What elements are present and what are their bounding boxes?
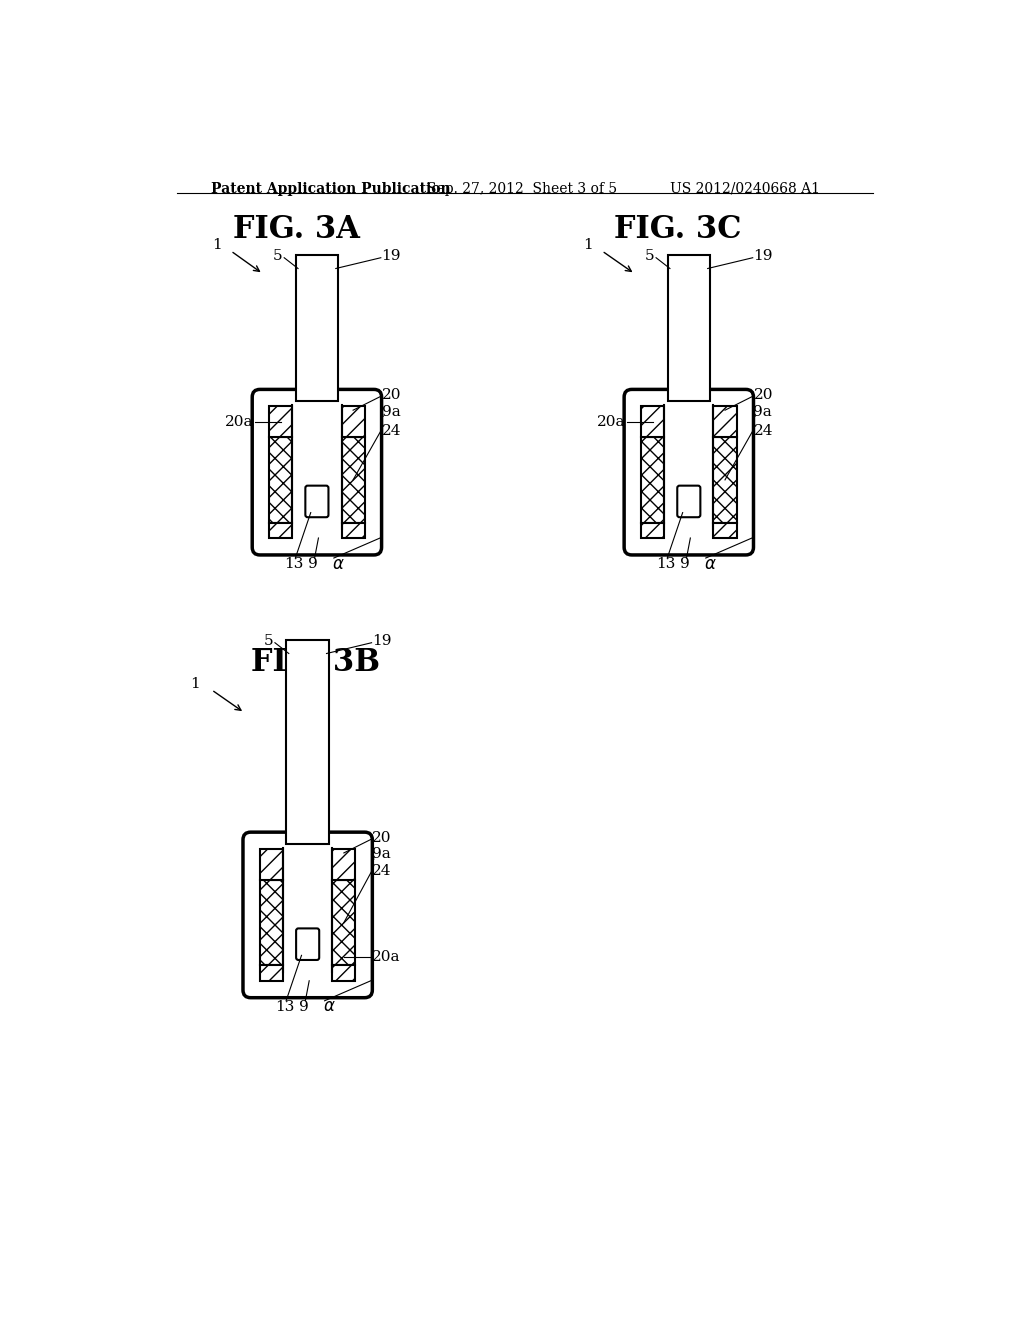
Text: FIG. 3A: FIG. 3A: [232, 214, 359, 244]
FancyBboxPatch shape: [677, 486, 700, 517]
Text: 5: 5: [264, 634, 273, 648]
Text: 20: 20: [754, 388, 773, 401]
Text: 9a: 9a: [754, 405, 772, 418]
Text: 1: 1: [190, 677, 200, 690]
Bar: [641, 437, 665, 523]
Text: 19: 19: [373, 634, 392, 648]
Bar: [714, 523, 736, 539]
Bar: [287, 640, 329, 843]
Text: 1: 1: [212, 238, 221, 252]
Bar: [714, 437, 736, 523]
Text: 9: 9: [308, 557, 317, 572]
Bar: [269, 437, 292, 523]
Text: 13: 13: [274, 1001, 294, 1014]
Text: 9a: 9a: [382, 405, 400, 418]
Bar: [714, 407, 736, 437]
Bar: [641, 407, 665, 437]
Text: 19: 19: [754, 249, 773, 263]
Bar: [269, 407, 292, 437]
Bar: [342, 523, 365, 539]
Text: 5: 5: [273, 249, 283, 263]
Bar: [333, 965, 355, 981]
Text: 19: 19: [382, 249, 401, 263]
Text: 20a: 20a: [225, 414, 254, 429]
FancyBboxPatch shape: [243, 832, 373, 998]
Text: 1: 1: [583, 238, 593, 252]
Text: 20a: 20a: [597, 414, 626, 429]
Text: $\alpha$: $\alpha$: [323, 998, 336, 1015]
Text: 13: 13: [656, 557, 676, 572]
Text: FIG. 3B: FIG. 3B: [251, 647, 380, 678]
Text: $\alpha$: $\alpha$: [705, 556, 717, 573]
Bar: [342, 407, 365, 437]
Text: US 2012/0240668 A1: US 2012/0240668 A1: [670, 182, 819, 195]
Bar: [342, 437, 365, 523]
Text: FIG. 3C: FIG. 3C: [613, 214, 741, 244]
Text: 24: 24: [754, 424, 773, 438]
Text: $\alpha$: $\alpha$: [332, 556, 345, 573]
Text: Sep. 27, 2012  Sheet 3 of 5: Sep. 27, 2012 Sheet 3 of 5: [427, 182, 617, 195]
Bar: [641, 523, 665, 539]
Text: Patent Application Publication: Patent Application Publication: [211, 182, 451, 195]
Text: 9a: 9a: [373, 847, 391, 862]
Text: 24: 24: [382, 424, 401, 438]
Text: 24: 24: [373, 865, 392, 878]
Bar: [333, 849, 355, 880]
Text: 5: 5: [645, 249, 654, 263]
Text: 9: 9: [680, 557, 690, 572]
Bar: [668, 255, 710, 401]
Bar: [296, 255, 338, 401]
FancyBboxPatch shape: [252, 389, 382, 554]
Text: 9: 9: [299, 1001, 308, 1014]
Text: 13: 13: [284, 557, 303, 572]
Bar: [269, 523, 292, 539]
Bar: [333, 880, 355, 965]
Text: 20: 20: [373, 830, 392, 845]
Bar: [260, 849, 283, 880]
Bar: [260, 965, 283, 981]
Text: 20: 20: [382, 388, 401, 401]
FancyBboxPatch shape: [625, 389, 754, 554]
FancyBboxPatch shape: [296, 928, 319, 960]
Bar: [260, 880, 283, 965]
Text: 20a: 20a: [373, 950, 400, 964]
FancyBboxPatch shape: [305, 486, 329, 517]
